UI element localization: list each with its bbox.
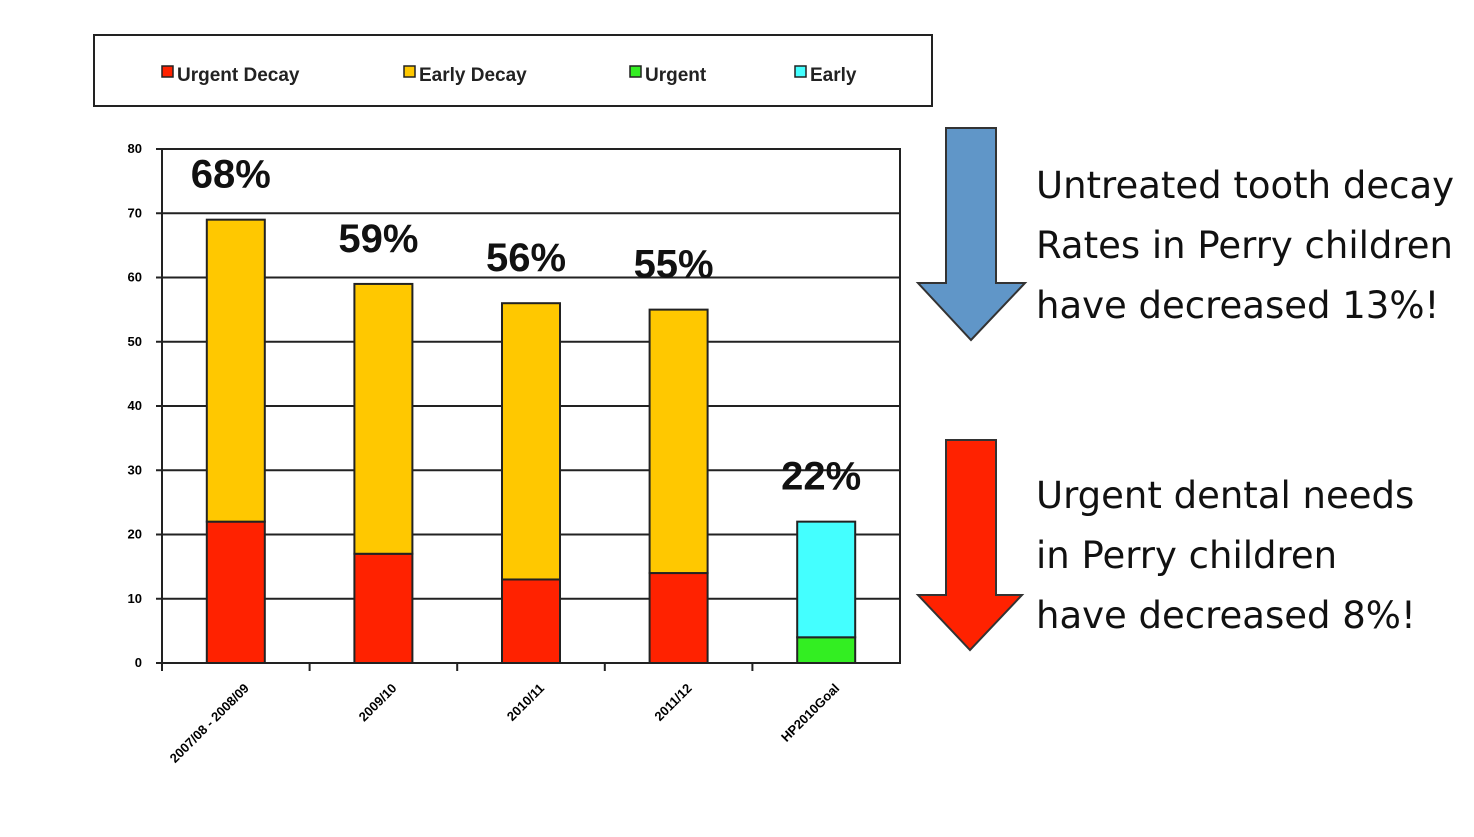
- y-tick-label: 30: [128, 462, 142, 477]
- bar-segment: [796, 636, 857, 664]
- bar-segment: [205, 520, 266, 665]
- bar-segment: [353, 282, 414, 555]
- legend-label: Urgent Decay: [177, 65, 300, 86]
- y-tick-label: 40: [128, 398, 142, 413]
- x-tick-label: 2007/08 - 2008/09: [167, 681, 252, 766]
- side-note: Rates in Perry children: [1036, 224, 1453, 267]
- bar-segment: [501, 302, 561, 581]
- legend-label: Urgent: [645, 65, 707, 86]
- bar-annotation: 59%: [338, 217, 418, 261]
- y-tick-label: 70: [128, 205, 142, 220]
- y-tick-label: 0: [135, 655, 142, 670]
- y-tick-label: 80: [128, 141, 142, 156]
- x-tick-label: 2010/11: [504, 681, 547, 724]
- bar-annotation: 56%: [486, 236, 566, 280]
- legend-swatch: [794, 65, 807, 78]
- side-note: have decreased 13%!: [1036, 284, 1439, 327]
- side-note: in Perry children: [1036, 534, 1337, 577]
- legend-swatch: [161, 65, 174, 78]
- bar-annotation: 55%: [634, 243, 714, 287]
- arrow-down: [915, 439, 1025, 652]
- y-tick-label: 60: [128, 270, 142, 285]
- bar-annotation: 68%: [191, 153, 271, 197]
- bar-annotation: 22%: [781, 455, 861, 499]
- legend-label: Early: [810, 65, 857, 86]
- bar-segment: [796, 520, 857, 639]
- bar-segment: [205, 218, 266, 523]
- legend-swatch: [629, 65, 642, 78]
- bar-segment: [648, 572, 709, 664]
- side-note: have decreased 8%!: [1036, 594, 1416, 637]
- legend-box: [93, 34, 933, 107]
- y-tick-label: 50: [128, 334, 142, 349]
- legend-label: Early Decay: [419, 65, 527, 86]
- side-note: Urgent dental needs: [1036, 474, 1414, 517]
- bar-segment: [353, 552, 414, 665]
- y-tick-label: 20: [128, 527, 142, 542]
- bar-segment: [501, 578, 561, 664]
- x-tick-label: 2011/12: [651, 681, 694, 724]
- bar-segment: [648, 308, 709, 575]
- legend-swatch: [403, 65, 416, 78]
- x-tick-label: 2009/10: [356, 681, 400, 725]
- y-tick-label: 10: [128, 591, 142, 606]
- side-note: Untreated tooth decay: [1036, 164, 1454, 207]
- x-tick-label: HP2010Goal: [778, 681, 842, 745]
- arrow-down: [915, 127, 1028, 342]
